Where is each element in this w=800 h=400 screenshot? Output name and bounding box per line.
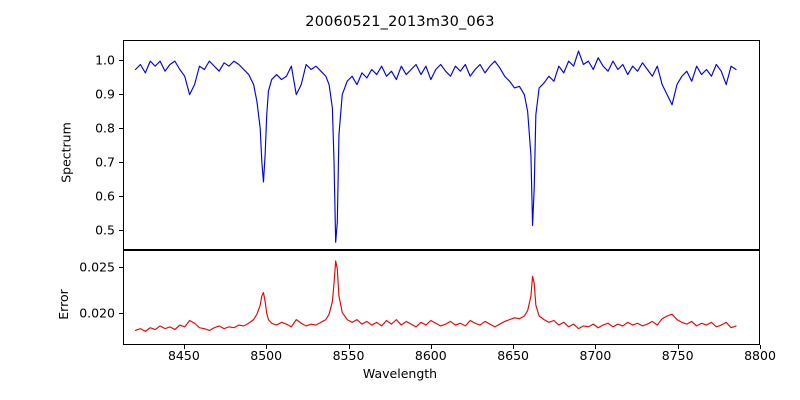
page-title: 20060521_2013m30_063	[305, 14, 495, 30]
spectrum-line	[134, 50, 737, 243]
y-tick-label: 0.9	[95, 86, 115, 102]
y-tick-mark	[119, 161, 123, 164]
x-tick-label: 8750	[661, 348, 694, 363]
x-tick-label: 8650	[497, 348, 529, 363]
x-tick-label: 8600	[414, 348, 447, 363]
x-tick-label: 8800	[744, 348, 776, 363]
x-axis-label: Wavelength	[362, 366, 438, 381]
y-tick-label: 1.0	[95, 52, 115, 68]
spectrum-plot-panel	[123, 40, 760, 250]
x-tick-mark	[430, 345, 432, 349]
x-tick-mark	[677, 345, 679, 349]
error-line	[134, 260, 737, 332]
y-tick-label: 0.6	[95, 188, 115, 204]
x-tick-label: 8500	[250, 348, 283, 363]
x-tick-mark	[348, 345, 350, 349]
error-plot-panel	[123, 250, 760, 345]
x-tick-mark	[595, 345, 597, 349]
x-tick-mark	[760, 345, 762, 349]
x-tick-mark	[266, 345, 268, 349]
y-tick-label: 0.020	[79, 305, 115, 321]
x-tick-label: 8700	[579, 348, 612, 363]
y-tick-mark	[119, 128, 123, 130]
x-tick-mark	[183, 345, 185, 349]
y-tick-label: 0.5	[95, 222, 115, 238]
y-tick-mark	[119, 266, 123, 268]
y-tick-mark	[119, 94, 123, 96]
y-tick-mark	[119, 312, 123, 314]
y-tick-label: 0.8	[95, 120, 115, 136]
x-tick-label: 8550	[332, 348, 365, 363]
x-tick-mark	[513, 345, 515, 349]
error-series	[134, 260, 737, 332]
x-tick-label: 8450	[167, 348, 200, 363]
y-tick-mark	[119, 195, 123, 197]
spectrum-series	[134, 50, 737, 243]
y-tick-label: 0.7	[95, 154, 115, 170]
y-tick-label: 0.025	[79, 259, 115, 275]
y-tick-mark	[119, 60, 123, 62]
y-tick-mark	[119, 229, 123, 231]
